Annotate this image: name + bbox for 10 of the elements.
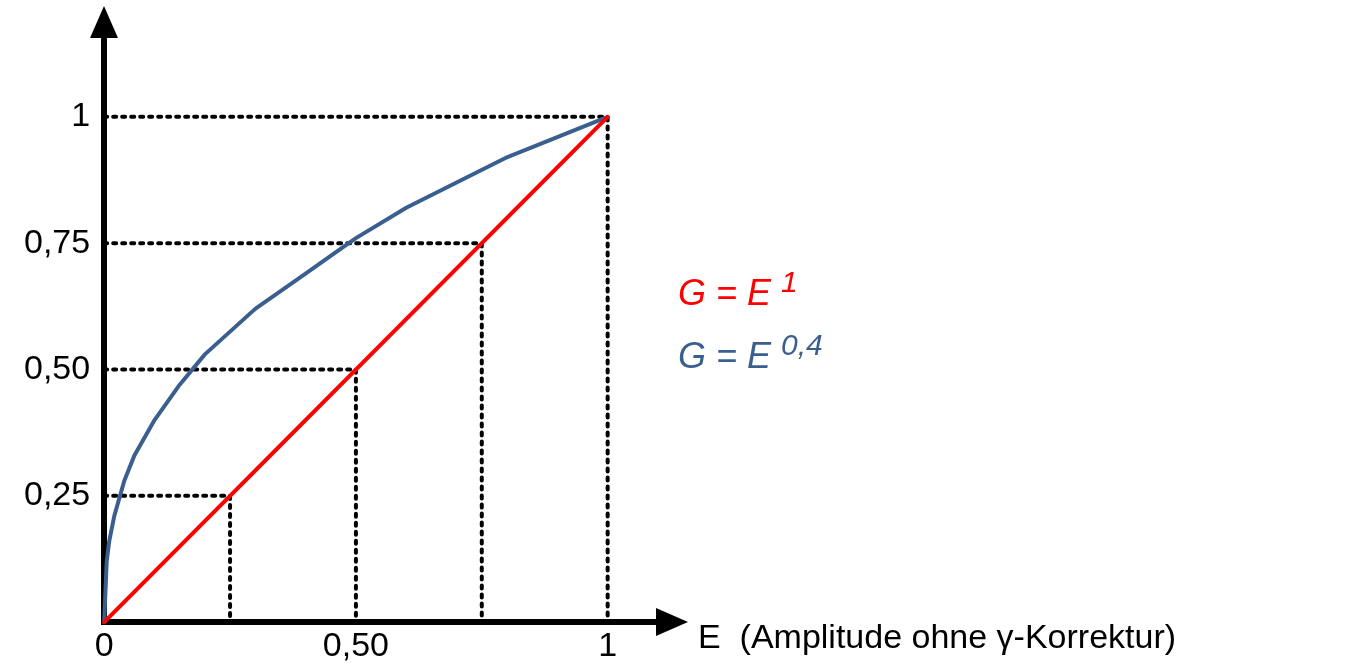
x-tick-label: 0 <box>94 624 114 663</box>
x-tick-label: 0,50 <box>322 624 390 663</box>
text: G = E $^{1}$ <box>678 264 799 315</box>
x-axis-title: E (Amplitude ohne γ-Korrektur) <box>698 617 1177 657</box>
y-tick-label: 0,75 <box>23 221 91 260</box>
y-tick-label: 1 <box>71 95 91 134</box>
text: G = E $^{0,4}$ <box>678 327 823 378</box>
y-tick-label: 0,25 <box>23 474 91 513</box>
y-tick-label: 0,50 <box>23 347 91 386</box>
x-tick-label: 1 <box>598 624 618 663</box>
